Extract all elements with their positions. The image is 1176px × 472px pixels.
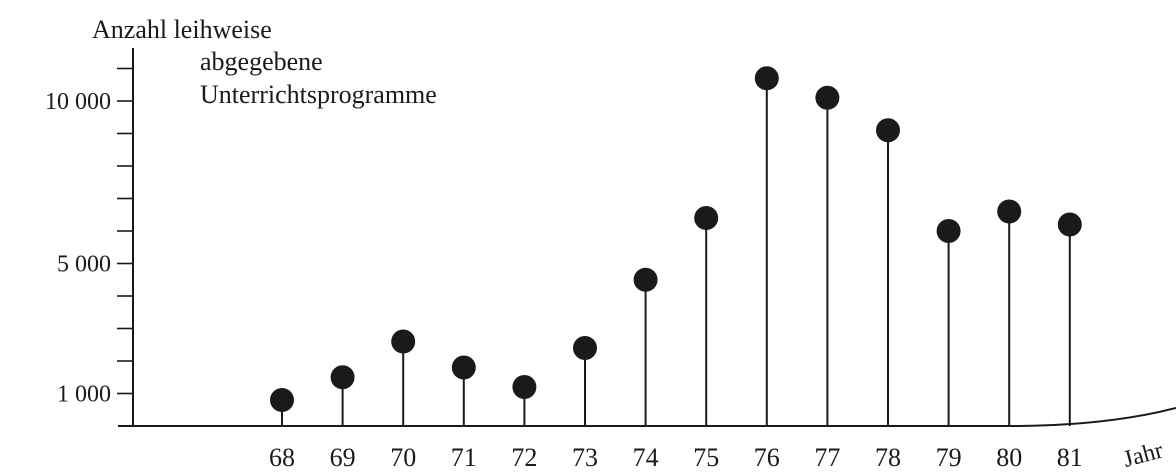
data-point — [391, 329, 416, 354]
data-stems — [270, 66, 1082, 426]
data-point — [573, 336, 597, 360]
y-tick-label: 1 000 — [57, 382, 111, 408]
x-axis-line — [118, 407, 1176, 427]
y-axis-label-line-2: abgegebene — [200, 47, 323, 76]
x-tick-label: 69 — [330, 443, 356, 472]
data-point — [815, 85, 840, 110]
x-tick-label: 81 — [1057, 443, 1083, 472]
x-tick-label: 80 — [996, 443, 1022, 472]
data-point — [694, 206, 719, 230]
data-point — [451, 355, 476, 380]
data-point — [997, 199, 1022, 224]
data-point — [512, 375, 537, 399]
y-ticks: 1 000 5 000 10 000 — [45, 67, 133, 408]
data-point — [876, 118, 900, 143]
x-tick-label: 77 — [814, 443, 840, 472]
data-point — [936, 219, 961, 243]
data-point — [1057, 212, 1082, 237]
data-point — [330, 365, 355, 390]
y-axis-label-line-3: Unterrichtsprogramme — [200, 80, 437, 109]
x-tick-label: 73 — [572, 443, 598, 472]
y-axis-label: Anzahl leihweise abgegebene Unterrichtsp… — [92, 15, 437, 109]
x-tick-label: 71 — [451, 443, 477, 472]
x-tick-label: 72 — [511, 443, 537, 472]
x-tick-label: 75 — [693, 443, 719, 472]
x-tick-label: 76 — [754, 443, 780, 472]
x-tick-label: 79 — [936, 443, 962, 472]
data-point — [754, 66, 779, 91]
y-tick-label: 5 000 — [57, 252, 111, 278]
x-ticks: 68 69 70 71 72 73 74 75 76 77 78 79 80 81 — [269, 443, 1083, 472]
data-point — [633, 267, 658, 292]
data-point — [270, 388, 294, 412]
y-tick-label: 10 000 — [45, 89, 111, 115]
x-axis-label: Jahr — [1121, 438, 1166, 472]
x-tick-label: 70 — [390, 443, 416, 472]
x-tick-label: 74 — [633, 443, 659, 472]
y-axis-label-line-1: Anzahl leihweise — [92, 15, 272, 44]
x-tick-label: 68 — [269, 443, 295, 472]
x-tick-label: 78 — [875, 443, 901, 472]
